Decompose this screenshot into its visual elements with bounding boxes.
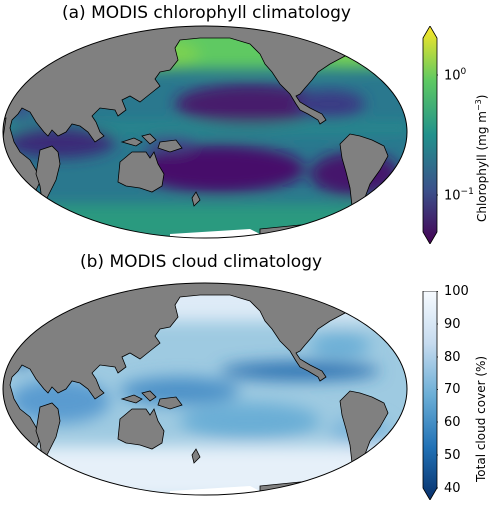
panel-a-title: (a) MODIS chlorophyll climatology <box>62 3 351 23</box>
map-boundary <box>2 282 408 496</box>
cloud-map <box>2 282 408 496</box>
chlorophyll-colorbar <box>422 26 438 244</box>
colorbar-tick-label: 60 <box>444 415 461 430</box>
map-boundary <box>2 25 408 239</box>
chlorophyll-axis-label: Chlorophyll (mg m−3) <box>474 94 489 222</box>
colorbar-tick-label: 80 <box>444 350 461 365</box>
colorbar-tick-label: 10−1 <box>444 187 474 204</box>
colorbar-tick-label: 100 <box>444 67 467 84</box>
panel-b-title: (b) MODIS cloud climatology <box>80 252 323 272</box>
chlorophyll-map <box>2 25 408 239</box>
cloud-axis-label: Total cloud cover (%) <box>474 355 488 482</box>
colorbar-tick-label: 70 <box>444 382 461 397</box>
colorbar-tick-label: 100 <box>444 284 469 299</box>
colorbar-tick-label: 90 <box>444 317 461 332</box>
colorbar-tick-label: 50 <box>444 448 461 463</box>
cloud-colorbar <box>422 291 438 500</box>
colorbar-ticks <box>437 291 438 489</box>
colorbar-tick-label: 40 <box>444 481 461 496</box>
